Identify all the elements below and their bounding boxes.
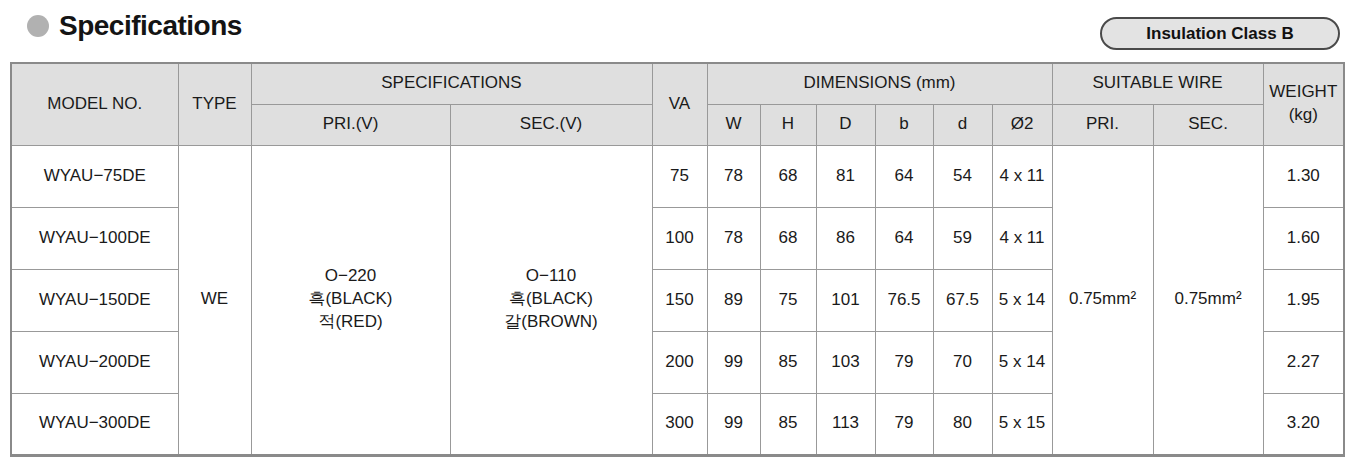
col-header-weight-unit: (kg)	[1266, 104, 1342, 127]
cell-model: WYAU−100DE	[11, 207, 178, 269]
cell-va: 150	[652, 269, 707, 331]
col-header-dim-d-lower: d	[933, 104, 992, 145]
col-header-specifications: SPECIFICATIONS	[251, 63, 652, 104]
cell-model: WYAU−75DE	[11, 145, 178, 207]
cell-dim-o2: 5 x 14	[992, 331, 1052, 393]
cell-va: 300	[652, 393, 707, 455]
cell-dim-b: 64	[875, 145, 933, 207]
cell-dim-w: 89	[707, 269, 760, 331]
col-header-dim-w: W	[707, 104, 760, 145]
cell-dim-d-lower: 54	[933, 145, 992, 207]
cell-weight: 3.20	[1263, 393, 1344, 455]
cell-model: WYAU−150DE	[11, 269, 178, 331]
col-header-weight-label: WEIGHT	[1266, 81, 1342, 104]
cell-dim-w: 99	[707, 393, 760, 455]
col-header-sec-v: SEC.(V)	[450, 104, 652, 145]
cell-dim-b: 79	[875, 393, 933, 455]
cell-dim-b: 76.5	[875, 269, 933, 331]
insulation-class-badge: Insulation Class B	[1100, 17, 1340, 50]
cell-dim-d-lower: 80	[933, 393, 992, 455]
col-header-weight: WEIGHT (kg)	[1263, 63, 1344, 145]
col-header-dim-o2: Ø2	[992, 104, 1052, 145]
pri-v-line: 흑(BLACK)	[254, 288, 448, 311]
col-header-wire-pri: PRI.	[1052, 104, 1153, 145]
cell-dim-d-lower: 67.5	[933, 269, 992, 331]
pri-v-line: O−220	[254, 265, 448, 288]
page-title: Specifications	[59, 12, 242, 40]
col-header-wire-sec: SEC.	[1153, 104, 1263, 145]
cell-dim-d-upper: 103	[816, 331, 875, 393]
cell-type-merged: WE	[178, 145, 251, 455]
cell-wire-pri-merged: 0.75mm²	[1052, 145, 1153, 455]
col-header-dim-d-upper: D	[816, 104, 875, 145]
cell-va: 200	[652, 331, 707, 393]
cell-weight: 1.60	[1263, 207, 1344, 269]
col-header-model-no: MODEL NO.	[11, 63, 178, 145]
col-header-pri-v: PRI.(V)	[251, 104, 450, 145]
col-header-suitable-wire: SUITABLE WIRE	[1052, 63, 1263, 104]
cell-dim-o2: 4 x 11	[992, 145, 1052, 207]
cell-dim-d-lower: 70	[933, 331, 992, 393]
sec-v-line: O−110	[453, 265, 650, 288]
cell-va: 100	[652, 207, 707, 269]
cell-dim-o2: 4 x 11	[992, 207, 1052, 269]
cell-dim-d-lower: 59	[933, 207, 992, 269]
cell-dim-w: 99	[707, 331, 760, 393]
pri-v-line: 적(RED)	[254, 311, 448, 334]
col-header-dimensions: DIMENSIONS (mm)	[707, 63, 1052, 104]
cell-model: WYAU−200DE	[11, 331, 178, 393]
col-header-type: TYPE	[178, 63, 251, 145]
section-header: Specifications	[27, 8, 242, 44]
insulation-class-badge-label: Insulation Class B	[1146, 24, 1293, 44]
cell-weight: 1.30	[1263, 145, 1344, 207]
cell-dim-d-upper: 86	[816, 207, 875, 269]
cell-dim-w: 78	[707, 145, 760, 207]
cell-dim-w: 78	[707, 207, 760, 269]
cell-dim-d-upper: 113	[816, 393, 875, 455]
cell-dim-d-upper: 101	[816, 269, 875, 331]
cell-weight: 1.95	[1263, 269, 1344, 331]
cell-dim-d-upper: 81	[816, 145, 875, 207]
cell-model: WYAU−300DE	[11, 393, 178, 455]
cell-dim-h: 68	[760, 207, 816, 269]
col-header-va: VA	[652, 63, 707, 145]
specifications-table-container: MODEL NO. TYPE SPECIFICATIONS VA DIMENSI…	[10, 62, 1345, 457]
cell-wire-sec-merged: 0.75mm²	[1153, 145, 1263, 455]
cell-dim-h: 68	[760, 145, 816, 207]
sec-v-line: 흑(BLACK)	[453, 288, 650, 311]
cell-va: 75	[652, 145, 707, 207]
specifications-table: MODEL NO. TYPE SPECIFICATIONS VA DIMENSI…	[10, 62, 1345, 457]
table-row: WYAU−75DE WE O−220 흑(BLACK) 적(RED) O−110…	[11, 145, 1344, 207]
cell-dim-h: 85	[760, 393, 816, 455]
cell-pri-v-merged: O−220 흑(BLACK) 적(RED)	[251, 145, 450, 455]
cell-dim-b: 79	[875, 331, 933, 393]
cell-dim-o2: 5 x 14	[992, 269, 1052, 331]
cell-dim-b: 64	[875, 207, 933, 269]
cell-sec-v-merged: O−110 흑(BLACK) 갈(BROWN)	[450, 145, 652, 455]
cell-weight: 2.27	[1263, 331, 1344, 393]
sec-v-line: 갈(BROWN)	[453, 311, 650, 334]
cell-dim-o2: 5 x 15	[992, 393, 1052, 455]
bullet-icon	[27, 15, 49, 37]
col-header-dim-h: H	[760, 104, 816, 145]
cell-dim-h: 85	[760, 331, 816, 393]
col-header-dim-b: b	[875, 104, 933, 145]
cell-dim-h: 75	[760, 269, 816, 331]
